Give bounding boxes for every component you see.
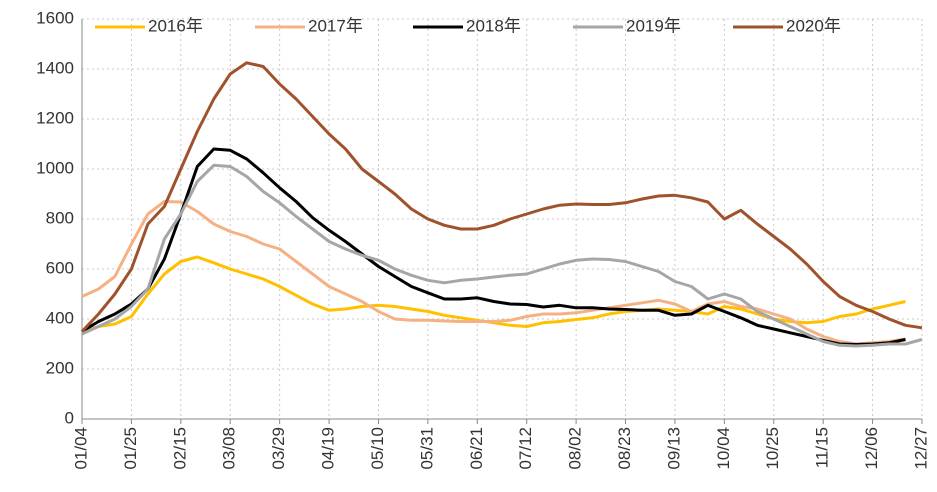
x-tick-label: 05/31 xyxy=(417,427,436,470)
series-line xyxy=(81,147,906,346)
x-tick-label: 12/06 xyxy=(862,427,881,470)
x-tick-label: 08/23 xyxy=(615,427,634,470)
x-tick-label: 11/15 xyxy=(813,427,832,468)
y-tick-label: 1400 xyxy=(36,58,74,77)
series-line xyxy=(81,200,906,346)
y-tick-label: 1600 xyxy=(36,8,74,27)
x-tick-label: 02/15 xyxy=(170,427,189,470)
x-tick-label: 06/21 xyxy=(467,427,486,470)
x-tick-label: 03/29 xyxy=(269,427,288,470)
legend-label: 2017年 xyxy=(308,16,363,35)
x-tick-label: 08/02 xyxy=(566,427,585,470)
y-tick-label: 200 xyxy=(46,358,74,377)
series-line xyxy=(81,163,923,348)
x-tick-label: 10/25 xyxy=(763,427,782,470)
x-tick-label: 01/04 xyxy=(71,427,90,470)
x-tick-label: 03/08 xyxy=(220,427,239,470)
x-tick-label: 09/13 xyxy=(664,427,683,470)
legend-label: 2016年 xyxy=(148,16,203,35)
x-tick-label: 12/27 xyxy=(911,427,930,470)
series-line xyxy=(80,61,923,333)
x-tick-label: 07/12 xyxy=(516,427,535,470)
legend-label: 2019年 xyxy=(626,16,681,35)
y-tick-label: 1000 xyxy=(36,158,74,177)
x-tick-label: 01/25 xyxy=(121,427,140,470)
x-tick-label: 04/19 xyxy=(319,427,338,470)
legend-label: 2018年 xyxy=(466,16,521,35)
legend-label: 2020年 xyxy=(786,16,841,35)
y-tick-label: 0 xyxy=(65,408,74,427)
y-tick-label: 400 xyxy=(46,308,74,327)
y-tick-label: 800 xyxy=(46,208,74,227)
x-tick-label: 10/04 xyxy=(714,427,733,470)
x-tick-label: 05/10 xyxy=(368,427,387,470)
y-tick-label: 600 xyxy=(46,258,74,277)
y-tick-label: 1200 xyxy=(36,108,74,127)
